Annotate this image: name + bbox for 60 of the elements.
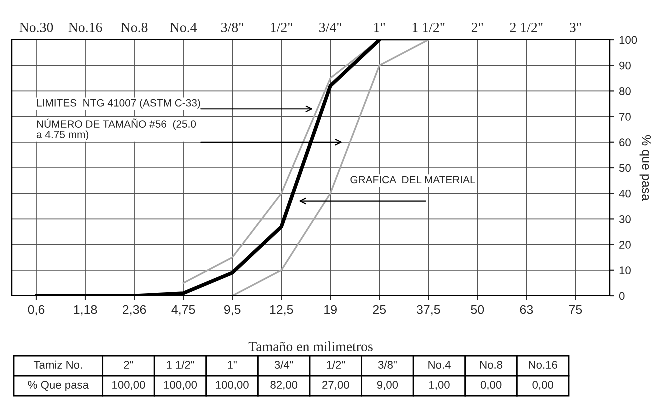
text: 3/8" [378,360,397,369]
text: 3/4" [320,22,342,32]
y-tick-label: 60 [620,138,631,147]
y-tick-label: 50 [619,164,631,172]
text: No.16 [68,22,102,32]
y-tick-label: 100 [620,36,638,44]
text: 3/4" [274,360,294,369]
y-tick-label: 70 [620,113,631,121]
x-tick-label: 50 [471,305,484,314]
text: 100,00 [112,381,146,390]
x-tick-label: 2,36 [123,305,146,316]
x-tick-label: 0,6 [28,305,45,316]
text: 100,00 [216,381,249,390]
x-tick-label: 1,18 [74,305,98,316]
text: 100,00 [164,381,198,390]
text: 9,00 [377,381,398,390]
text: No.8 [121,22,148,32]
text: 27,00 [322,381,350,390]
text: 2" [472,22,484,32]
y-axis-title: % que pasa [640,135,652,202]
text: 1/2" [271,22,292,32]
text: 3" [570,22,582,32]
text: No.16 [529,361,558,369]
text: No.8 [480,361,503,369]
annotation: NÚMERO DE TAMAÑO #56 (25.0 a 4.75 mm) [36,118,196,140]
x-tick-label: 63 [520,305,534,314]
text: 0,00 [480,381,502,390]
text: No.30 [20,22,54,32]
x-tick-label: 9,5 [224,305,241,316]
x-axis-title: Tamaño en milimetros [248,342,373,352]
text: 0,00 [532,381,554,390]
text: 82,00 [270,381,298,390]
x-tick-label: 19 [324,305,337,314]
x-tick-label: 25 [373,305,386,314]
text: % Que pasa [28,381,89,392]
y-tick-label: 90 [620,62,631,70]
x-tick-label: 75 [569,305,582,314]
y-tick-label: 30 [619,215,631,224]
text: 1" [228,361,237,369]
text: 2 1/2" [510,22,543,32]
text: 3/8" [222,22,244,32]
annotation: GRAFICA DEL MATERIAL [350,176,476,184]
text: Tamiz No. [34,360,82,369]
x-tick-label: 4,75 [172,305,196,316]
x-tick-label: 12,5 [270,305,294,316]
text: 1" [374,23,386,32]
text: 1 1/2" [167,360,194,369]
x-tick-label: 37,5 [416,305,440,316]
y-tick-label: 0 [619,292,625,300]
text: 1 1/2" [412,22,445,32]
annotation: LIMITES NTG 41007 (ASTM C-33) [37,99,200,109]
y-tick-label: 80 [620,87,631,96]
y-tick-label: 10 [620,266,631,275]
text: No.4 [170,23,198,32]
y-tick-label: 20 [620,241,631,249]
y-tick-label: 40 [619,190,631,198]
text: 2" [124,361,134,369]
text: No.4 [428,361,451,369]
text: 1,00 [430,381,450,390]
text: 1/2" [327,360,346,369]
